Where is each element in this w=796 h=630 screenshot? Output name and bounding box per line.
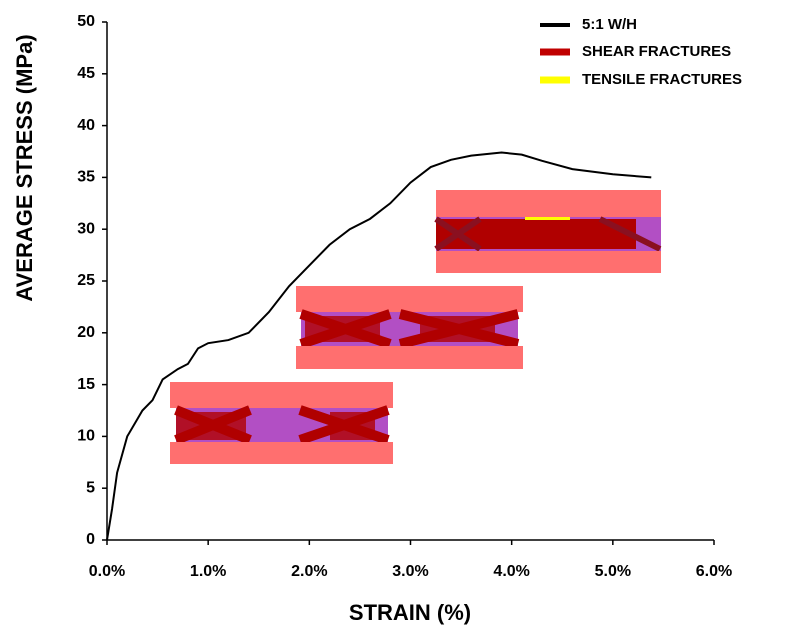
insets [170,190,661,464]
x-tick-label: 2.0% [291,563,327,580]
y-tick-label: 15 [77,376,95,393]
legend-label: TENSILE FRACTURES [582,71,742,88]
inset-2 [296,286,523,369]
legend-label: SHEAR FRACTURES [582,43,731,60]
y-tick-label: 0 [86,531,95,548]
inset-3 [436,190,661,273]
y-tick-label: 30 [77,220,95,237]
x-axis-label: STRAIN (%) [349,600,471,625]
y-tick-label: 10 [77,428,95,445]
x-tick-label: 0.0% [89,563,125,580]
y-tick-label: 45 [77,65,95,82]
x-tick-label: 6.0% [696,563,732,580]
y-tick-label: 40 [77,117,95,134]
x-tick-label: 4.0% [493,563,529,580]
y-tick-label: 50 [77,13,95,30]
x-tick-label: 5.0% [595,563,631,580]
y-tick-label: 25 [77,272,95,289]
x-tick-label: 1.0% [190,563,226,580]
chart: STRAIN (%) AVERAGE STRESS (MPa) 0 5 10 15 20… [0,0,796,630]
y-tick-label: 20 [77,324,95,341]
y-tick-label: 5 [86,479,95,496]
x-tick-label: 3.0% [392,563,428,580]
y-axis-label: AVERAGE STRESS (MPa) [12,34,37,301]
inset-1 [170,382,393,464]
y-tick-label: 35 [77,169,95,186]
legend-label: 5:1 W/H [582,16,637,33]
